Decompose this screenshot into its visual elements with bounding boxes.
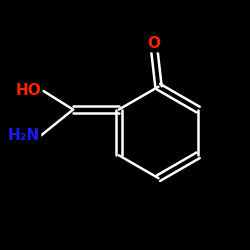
Text: H₂N: H₂N [8, 128, 40, 143]
Text: HO: HO [15, 84, 41, 98]
Text: O: O [147, 36, 160, 51]
